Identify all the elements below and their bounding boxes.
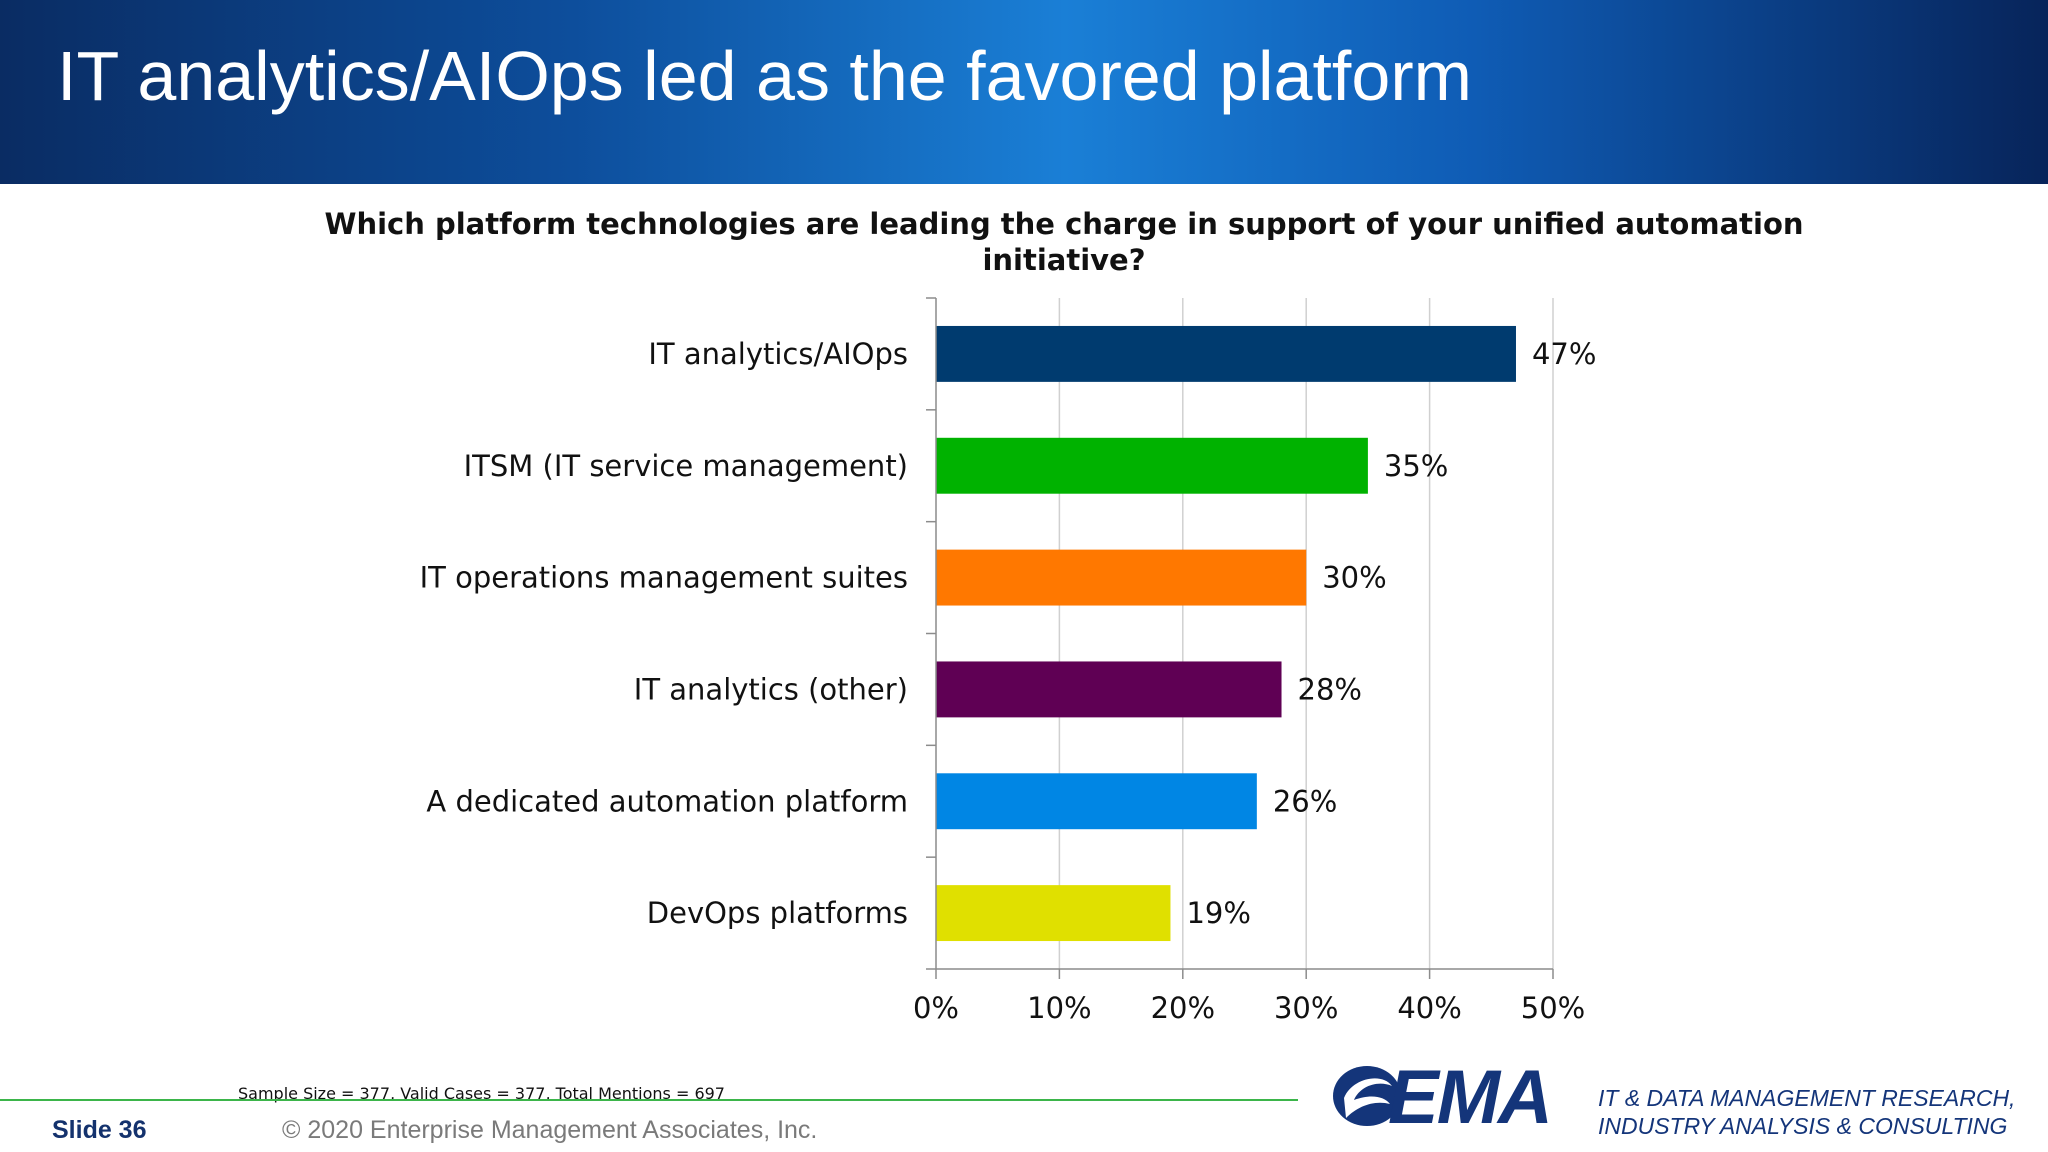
category-label: IT analytics (other) bbox=[634, 672, 908, 706]
axes bbox=[926, 297, 1554, 979]
value-label: 26% bbox=[1273, 784, 1337, 818]
category-label: ITSM (IT service management) bbox=[464, 449, 908, 483]
labels: IT analytics/AIOps 47% ITSM (IT service ma… bbox=[420, 337, 1597, 1025]
tagline-line-1: IT & DATA MANAGEMENT RESEARCH, bbox=[1598, 1085, 2016, 1111]
tagline: IT & DATA MANAGEMENT RESEARCH, INDUSTRY … bbox=[1598, 1084, 2015, 1140]
bar-4 bbox=[936, 661, 1282, 718]
category-label: IT analytics/AIOps bbox=[648, 337, 908, 371]
category-label: DevOps platforms bbox=[647, 896, 908, 930]
x-tick-label: 40% bbox=[1397, 991, 1461, 1025]
bar-3 bbox=[936, 549, 1307, 606]
value-label: 35% bbox=[1384, 449, 1448, 483]
x-tick-label: 10% bbox=[1027, 991, 1091, 1025]
bar-2 bbox=[936, 437, 1368, 494]
x-tick-label: 50% bbox=[1521, 991, 1585, 1025]
grid-lines bbox=[1058, 298, 1554, 969]
value-label: 28% bbox=[1298, 672, 1362, 706]
value-label: 47% bbox=[1532, 337, 1596, 371]
value-label: 30% bbox=[1322, 561, 1386, 595]
category-label: A dedicated automation platform bbox=[426, 784, 908, 818]
value-label: 19% bbox=[1186, 896, 1250, 930]
bars bbox=[936, 325, 1516, 942]
tagline-line-2: INDUSTRY ANALYSIS & CONSULTING bbox=[1598, 1113, 2008, 1139]
ema-logo-text: EMA bbox=[1388, 1055, 1553, 1140]
bar-5 bbox=[936, 773, 1257, 830]
bar-6 bbox=[936, 885, 1171, 942]
sample-size-note: Sample Size = 377, Valid Cases = 377, To… bbox=[238, 1084, 725, 1103]
x-tick-label: 30% bbox=[1274, 991, 1338, 1025]
copyright-text: © 2020 Enterprise Management Associates,… bbox=[282, 1116, 818, 1144]
ema-swoosh-icon bbox=[1333, 1066, 1401, 1126]
x-tick-label: 20% bbox=[1151, 991, 1215, 1025]
x-tick-label: 0% bbox=[913, 991, 959, 1025]
footer-rule bbox=[0, 1099, 1298, 1101]
chart-title: Which platform technologies are leading … bbox=[324, 207, 1804, 277]
slide-header: IT analytics/AIOps led as the favored pl… bbox=[0, 0, 2048, 184]
ema-logo: EMA bbox=[1330, 1058, 1570, 1138]
slide-number: Slide 36 bbox=[52, 1116, 147, 1144]
bar-1 bbox=[936, 325, 1516, 382]
slide-title: IT analytics/AIOps led as the favored pl… bbox=[57, 37, 1472, 115]
category-label: IT operations management suites bbox=[420, 561, 908, 595]
